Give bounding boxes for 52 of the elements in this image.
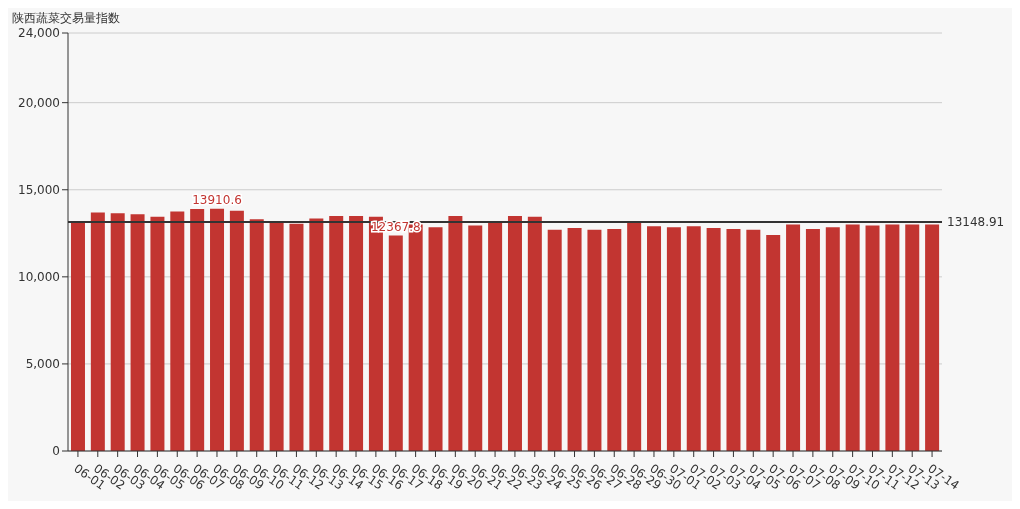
y-tick-label: 10,000 <box>18 270 60 285</box>
bar <box>110 213 125 451</box>
data-label: 13910.6 <box>192 192 242 207</box>
bar <box>686 226 701 451</box>
bar <box>845 224 860 451</box>
bar <box>468 225 483 451</box>
bar <box>527 216 542 451</box>
bar <box>448 215 463 451</box>
bar <box>885 224 900 451</box>
y-tick-label: 0 <box>52 444 60 459</box>
bar <box>388 235 403 451</box>
bar <box>130 214 145 451</box>
y-tick-label: 5,000 <box>25 357 60 372</box>
bar <box>229 210 244 451</box>
bar <box>428 227 443 451</box>
bar <box>805 228 820 451</box>
ref-line-label: 13148.91 <box>947 215 1005 230</box>
bar <box>269 221 284 451</box>
bar <box>567 228 582 451</box>
bar <box>70 222 85 451</box>
bar <box>925 224 940 451</box>
y-tick-label: 24,000 <box>18 26 60 41</box>
bar <box>587 229 602 451</box>
bar <box>170 211 185 451</box>
bar <box>289 223 304 451</box>
bar <box>786 224 801 451</box>
bar <box>666 227 681 451</box>
bar <box>150 216 165 451</box>
bar <box>309 218 324 451</box>
y-tick-label: 20,000 <box>18 95 60 110</box>
bar <box>607 228 622 451</box>
bar <box>647 226 662 451</box>
bar <box>90 212 105 451</box>
bar <box>825 227 840 451</box>
bar <box>905 224 920 451</box>
bar <box>349 215 364 451</box>
data-label: 12367.8 <box>370 219 421 234</box>
bar <box>210 208 225 451</box>
bar <box>627 222 642 451</box>
y-tick-label: 15,000 <box>18 183 60 198</box>
bar <box>706 228 721 451</box>
bar <box>329 215 344 451</box>
bar <box>865 225 880 451</box>
bar <box>746 229 761 451</box>
bar <box>726 228 741 451</box>
chart-title: 陕西蔬菜交易量指数 <box>12 10 120 27</box>
bar <box>190 208 205 451</box>
bar <box>249 219 264 451</box>
bar <box>766 235 781 451</box>
bar <box>507 215 522 451</box>
bar <box>488 222 503 451</box>
bar <box>547 229 562 451</box>
